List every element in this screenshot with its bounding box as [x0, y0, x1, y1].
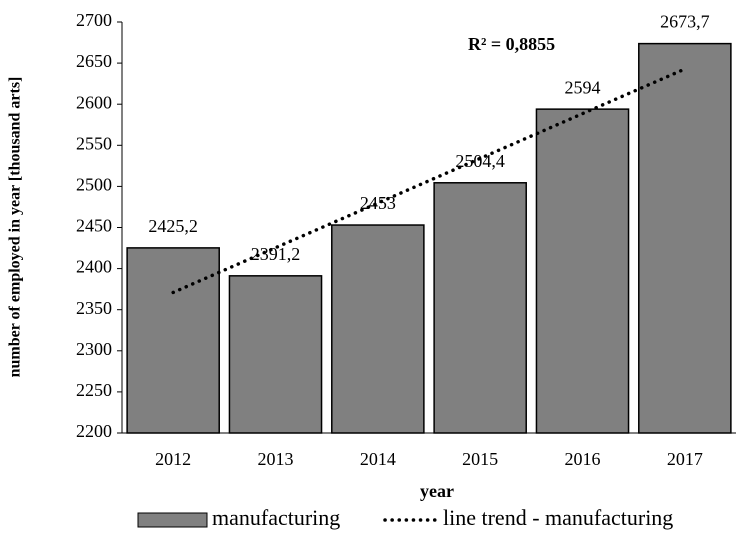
bar	[433, 182, 527, 434]
x-tick-label: 2013	[258, 449, 294, 469]
y-tick-label: 2350	[76, 298, 112, 318]
y-tick-label: 2450	[76, 216, 112, 236]
x-tick-label: 2016	[565, 449, 601, 469]
bar	[638, 42, 732, 434]
x-tick-label: 2012	[155, 449, 191, 469]
x-tick-label: 2015	[462, 449, 498, 469]
legend-swatch	[137, 512, 208, 528]
y-tick-label: 2650	[76, 51, 112, 71]
legend-label: line trend - manufacturing	[443, 505, 673, 530]
bar	[228, 275, 323, 434]
data-label: 2673,7	[660, 12, 710, 32]
bar	[331, 224, 425, 434]
y-tick-label: 2700	[76, 10, 112, 30]
y-tick-label: 2500	[76, 175, 112, 195]
y-tick-label: 2400	[76, 257, 112, 277]
trend-line	[171, 67, 687, 295]
y-tick-label: 2250	[76, 380, 112, 400]
x-axis-label: year	[420, 481, 454, 501]
legend-label: manufacturing	[212, 505, 340, 530]
y-tick-label: 2550	[76, 133, 112, 153]
bar	[126, 247, 220, 434]
y-axis-label: number of employed in year [thousand art…	[7, 77, 24, 378]
data-label: 2594	[565, 77, 601, 97]
annotation: R² = 0,8855	[468, 34, 555, 54]
data-label: 2453	[360, 193, 396, 213]
data-label: 2504,4	[455, 151, 505, 171]
data-label: 2425,2	[148, 216, 198, 236]
x-tick-label: 2014	[360, 449, 396, 469]
data-label: 2391,2	[251, 244, 301, 264]
y-tick-label: 2200	[76, 421, 112, 441]
x-tick-label: 2017	[667, 449, 703, 469]
bar	[535, 108, 630, 434]
y-tick-label: 2600	[76, 92, 112, 112]
y-tick-label: 2300	[76, 339, 112, 359]
